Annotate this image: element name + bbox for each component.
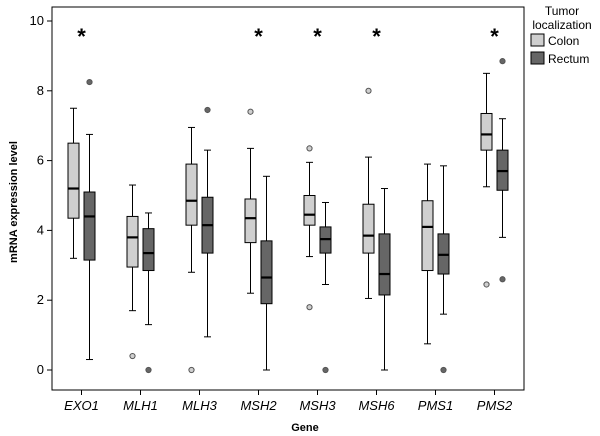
pms2-rectum-outlier-0 [499, 58, 506, 65]
significance-star-pms2: * [490, 24, 499, 49]
significance-star-msh3: * [313, 24, 322, 49]
mlh1-colon-outlier-0 [129, 352, 136, 360]
pms2-colon-box [480, 112, 493, 151]
exo1-rectum-box [83, 191, 96, 261]
x-tick-label-exo1: EXO1 [64, 398, 99, 413]
msh6-colon-box [362, 203, 375, 254]
mlh3-colon-box [185, 163, 198, 226]
mlh1-rectum-box [142, 228, 155, 272]
significance-star-msh2: * [254, 24, 263, 49]
msh6-colon-outlier-0 [365, 87, 372, 94]
y-tick-label-2: 2 [37, 292, 44, 307]
y-tick-label-8: 8 [37, 83, 44, 98]
plot-frame [51, 6, 525, 391]
legend-swatch-colon [530, 33, 545, 47]
msh2-colon-box [244, 198, 257, 244]
legend-title-line-1: Tumor [545, 4, 579, 18]
significance-star-msh6: * [372, 24, 381, 49]
legend-label-colon: Colon [548, 34, 579, 48]
y-tick-label-10: 10 [30, 13, 44, 28]
pms1-colon-box [421, 200, 434, 272]
x-tick-label-msh2: MSH2 [240, 398, 277, 413]
x-axis: EXO1 MLH1 MLH3 MSH2 MSH3 MSH6 PMS1 PMS2 [64, 390, 513, 413]
mlh3-colon-outlier-0 [188, 366, 195, 374]
msh3-colon-outlier-0 [306, 145, 313, 152]
exo1-colon-box [67, 142, 80, 219]
boxes-layer [67, 58, 509, 374]
x-tick-label-pms1: PMS1 [418, 398, 453, 413]
msh3-colon-outlier-1 [306, 304, 313, 311]
x-tick-label-msh6: MSH6 [358, 398, 395, 413]
legend-title-line-2: localization [532, 18, 591, 32]
pms1-rectum-outlier-0 [440, 366, 447, 374]
msh3-colon-box [303, 195, 316, 226]
x-tick-label-msh3: MSH3 [299, 398, 336, 413]
msh3-rectum-outlier-0 [322, 366, 329, 374]
pms2-colon-outlier-0 [483, 281, 490, 288]
significance-markers: * * * * * [77, 24, 499, 49]
msh6-rectum-box [378, 233, 391, 296]
mlh1-rectum-outlier-0 [145, 366, 152, 374]
msh2-colon-outlier-0 [247, 108, 254, 115]
y-axis-title: mRNA expression level [8, 141, 20, 263]
msh2-rectum-box [260, 240, 273, 305]
legend: Tumor localization Colon Rectum [530, 4, 592, 66]
y-axis: 0 2 4 6 8 10 [30, 13, 52, 377]
mlh1-colon-box [126, 215, 139, 268]
legend-label-rectum: Rectum [548, 52, 589, 66]
y-tick-label-0: 0 [37, 362, 44, 377]
legend-swatch-rectum [530, 51, 545, 65]
x-axis-title: Gene [291, 422, 319, 434]
pms2-rectum-outlier-1 [499, 276, 506, 283]
x-tick-label-mlh3: MLH3 [182, 398, 217, 413]
x-tick-label-mlh1: MLH1 [123, 398, 158, 413]
y-tick-label-6: 6 [37, 153, 44, 168]
exo1-rectum-outlier-0 [86, 78, 93, 86]
x-tick-label-pms2: PMS2 [477, 398, 513, 413]
significance-star-exo1: * [77, 24, 86, 49]
y-tick-label-4: 4 [37, 222, 44, 237]
mlh3-rectum-outlier-0 [204, 106, 211, 114]
